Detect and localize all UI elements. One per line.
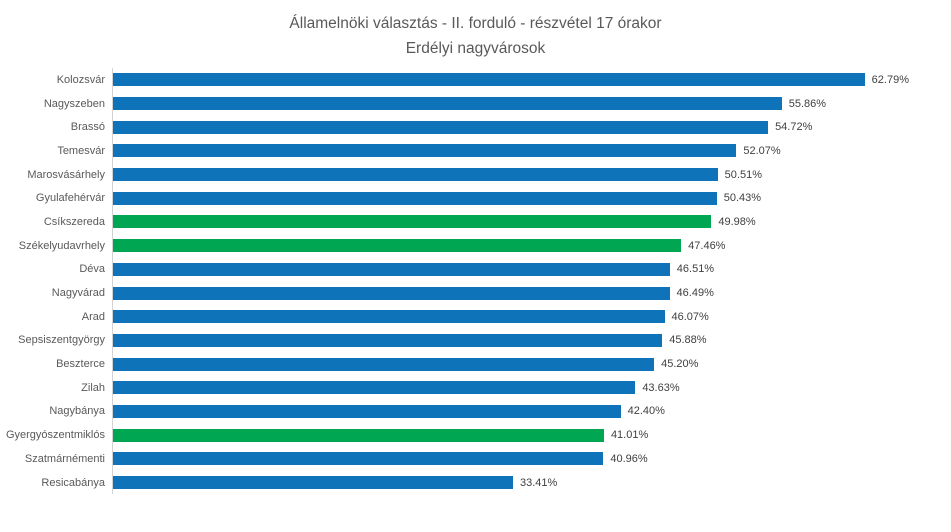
chart-title-block: Államelnöki választás - II. forduló - ré… (0, 0, 951, 61)
bar (113, 144, 737, 158)
bar (113, 286, 670, 300)
bar-row: Zilah 43.63% (0, 375, 951, 400)
bar-row: Székelyudavrhely 47.46% (0, 233, 951, 258)
bar-track: 50.51% (112, 162, 951, 187)
bar-track: 54.72% (112, 115, 951, 140)
bar-row: Beszterce 45.20% (0, 352, 951, 376)
value-label: 55.86% (788, 97, 827, 110)
plot-area: Kolozsvár 62.79% Nagyszeben 55.86% Brassó 54.… (0, 68, 951, 495)
bar-row: Arad 46.07% (0, 304, 951, 329)
category-label: Székelyudavrhely (18, 239, 105, 252)
category-label: Nagyszeben (43, 97, 105, 110)
category-label: Resicabánya (41, 476, 105, 489)
bar (113, 168, 718, 182)
bar-track: 46.07% (112, 304, 951, 329)
bar (113, 381, 636, 395)
category-label: Nagybánya (49, 405, 105, 418)
bar (113, 357, 655, 371)
bar-track: 46.51% (112, 257, 951, 282)
bar-track: 50.43% (112, 186, 951, 211)
value-label: 46.49% (676, 287, 714, 300)
bar-track: 62.79% (112, 68, 951, 92)
bar-row: Nagybánya 42.40% (0, 399, 951, 424)
bar (113, 239, 682, 253)
bar-row: Csíkszereda 49.98% (0, 210, 951, 234)
category-label: Csíkszereda (43, 215, 105, 228)
value-label: 45.88% (669, 334, 707, 347)
bar (113, 428, 604, 442)
category-label: Gyulafehérvár (35, 192, 105, 205)
category-label: Déva (79, 263, 105, 276)
bar (113, 215, 712, 229)
value-label: 49.98% (718, 215, 756, 228)
bar (113, 476, 513, 490)
bar-row: Brassó 54.72% (0, 115, 951, 140)
bar (113, 262, 670, 276)
bar (113, 73, 865, 87)
bar (113, 191, 717, 205)
value-label: 47.46% (688, 239, 726, 252)
bar (113, 452, 604, 466)
category-label: Arad (81, 310, 105, 323)
bar-row: Déva 46.51% (0, 257, 951, 282)
bar-track: 47.46% (112, 233, 951, 258)
value-label: 42.40% (627, 405, 665, 418)
bar (113, 97, 782, 111)
bar (113, 404, 621, 418)
category-label: Marosvásárhely (27, 168, 105, 181)
category-label: Gyergyószentmiklós (5, 429, 105, 442)
value-label: 43.63% (642, 381, 680, 394)
chart-title: Államelnöki választás - II. forduló - ré… (289, 15, 662, 32)
value-label: 40.96% (610, 452, 648, 465)
category-label: Szatmárnémenti (24, 452, 105, 465)
chart-subtitle: Erdélyi nagyvárosok (405, 40, 546, 57)
bar-row: Szatmárnémenti 40.96% (0, 447, 951, 471)
bar-row: Marosvásárhely 50.51% (0, 162, 951, 187)
value-label: 45.20% (661, 358, 699, 371)
value-label: 62.79% (871, 73, 909, 86)
bar-row: Temesvár 52.07% (0, 139, 951, 163)
bar-row: Resicabánya 33.41% (0, 470, 951, 495)
bar-row: Sepsiszentgyörgy 45.88% (0, 328, 951, 353)
bar-track: 49.98% (112, 210, 951, 234)
value-label: 52.07% (743, 144, 781, 157)
category-label: Sepsiszentgyörgy (18, 334, 105, 347)
value-label: 46.07% (671, 310, 709, 323)
bar-track: 46.49% (112, 281, 951, 305)
category-label: Temesvár (57, 144, 105, 157)
bar-row: Gyergyószentmiklós 41.01% (0, 423, 951, 447)
category-label: Nagyvárad (51, 287, 105, 300)
bar-track: 43.63% (112, 375, 951, 400)
bar-row: Nagyszeben 55.86% (0, 91, 951, 116)
bar-track: 33.41% (112, 470, 951, 495)
bar (113, 333, 663, 347)
bar-track: 41.01% (112, 423, 951, 447)
bar-track: 55.86% (112, 91, 951, 116)
bar-row: Gyulafehérvár 50.43% (0, 186, 951, 211)
category-label: Beszterce (56, 358, 105, 371)
category-label: Zilah (81, 381, 105, 394)
value-label: 50.43% (723, 192, 762, 205)
bar-track: 45.88% (112, 328, 951, 353)
bar-track: 45.20% (112, 352, 951, 376)
bar (113, 310, 665, 324)
bar-track: 52.07% (112, 139, 951, 163)
category-label: Brassó (70, 121, 105, 134)
bar-row: Nagyvárad 46.49% (0, 281, 951, 305)
bar-track: 42.40% (112, 399, 951, 424)
bar-track: 40.96% (112, 447, 951, 471)
bar (113, 120, 769, 134)
value-label: 46.51% (676, 263, 715, 276)
bar-row: Kolozsvár 62.79% (0, 68, 951, 92)
value-label: 50.51% (724, 168, 762, 181)
value-label: 54.72% (775, 121, 813, 134)
value-label: 41.01% (610, 429, 649, 442)
category-label: Kolozsvár (56, 73, 105, 86)
value-label: 33.41% (519, 476, 558, 489)
